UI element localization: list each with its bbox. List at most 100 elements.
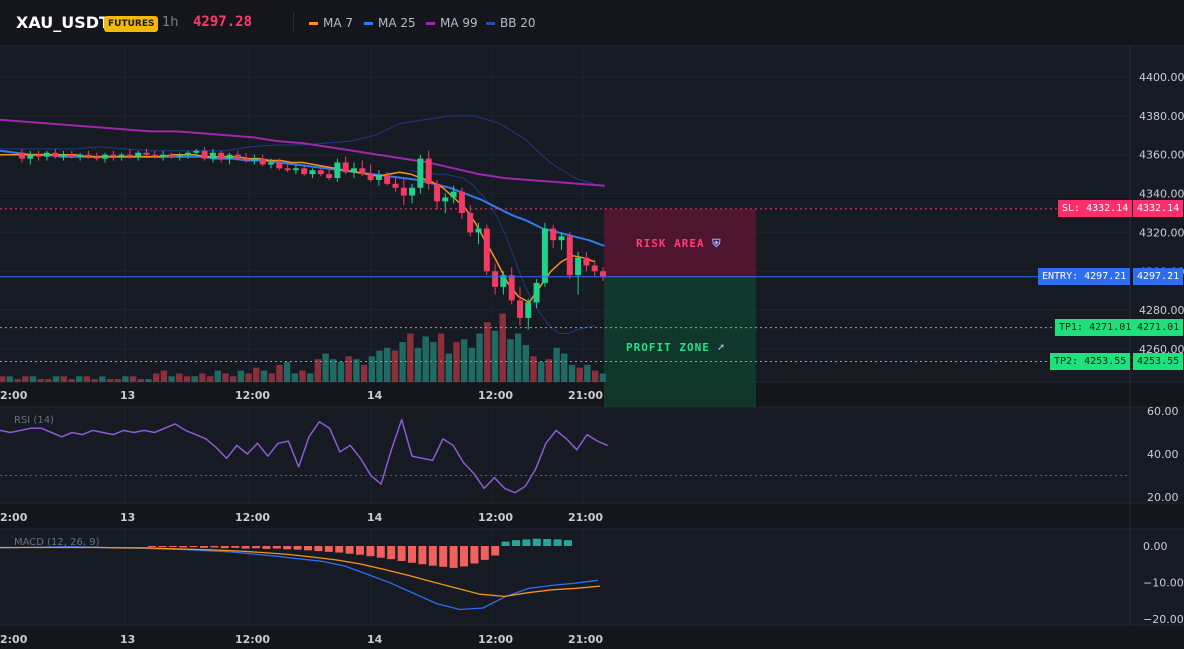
- candle-body: [591, 265, 598, 272]
- macd-histogram-bar: [501, 541, 510, 546]
- macd-histogram-bar: [522, 539, 531, 546]
- candle-body: [268, 162, 274, 165]
- tp1-tag: TP1: 4271.01: [1055, 319, 1136, 336]
- candle-body: [517, 300, 523, 318]
- volume-bar: [484, 322, 491, 382]
- bb-lower-line: [409, 169, 595, 334]
- bb-upper-line: [0, 115, 601, 187]
- candle-body: [176, 154, 183, 157]
- trade-zones: [604, 208, 756, 407]
- legend-ma7[interactable]: MA 7: [309, 16, 353, 30]
- rsi-tick-label: 20.00: [1147, 491, 1179, 504]
- candle-body: [467, 213, 474, 233]
- rsi-pane-bg: [0, 407, 1184, 503]
- rsi-line: [0, 418, 608, 494]
- volume-bar: [399, 342, 406, 382]
- volume-bar: [206, 376, 214, 382]
- legend-ma99[interactable]: MA 99: [426, 16, 478, 30]
- volume-bar: [584, 364, 591, 382]
- volume-bar: [153, 373, 160, 382]
- candle-body: [35, 154, 42, 157]
- header-divider: [293, 12, 294, 32]
- legend-bb20[interactable]: BB 20: [486, 16, 536, 30]
- candle-body: [43, 152, 50, 157]
- volume-bar: [307, 373, 314, 382]
- volume-bar: [129, 376, 137, 382]
- volume-bar: [99, 376, 106, 382]
- macd-histogram-bar: [210, 546, 219, 548]
- ma7-swatch-icon: [309, 21, 318, 25]
- legend-ma25[interactable]: MA 25: [364, 16, 416, 30]
- candle-body: [218, 152, 225, 159]
- volume-bars: [0, 313, 606, 382]
- volume-bar: [283, 362, 291, 382]
- macd-tick-label: −10.00: [1143, 577, 1184, 590]
- candle-body: [392, 183, 399, 188]
- volume-bar: [37, 379, 44, 382]
- candle-body: [600, 271, 606, 278]
- volume-bar: [314, 359, 322, 382]
- macd-histogram-bar: [324, 546, 333, 552]
- volume-bar: [591, 370, 599, 382]
- candle-body: [77, 154, 84, 157]
- macd-histogram-bar: [304, 546, 312, 551]
- macd-histogram-bar: [460, 546, 468, 567]
- candle-body: [135, 152, 142, 157]
- tp1-axis-value: 4271.01: [1137, 322, 1180, 333]
- time-tick-label: 14: [367, 389, 383, 402]
- candle-body: [583, 257, 590, 266]
- shield-icon: ⛨: [712, 237, 722, 250]
- volume-bar: [122, 376, 129, 382]
- candle-body: [375, 176, 382, 180]
- macd-histogram-bar: [366, 546, 375, 557]
- last-price: 4297.28: [193, 14, 253, 30]
- macd-histogram-bar: [543, 539, 552, 546]
- candle-body: [483, 228, 490, 272]
- tp1-axis-tag: 4271.01: [1133, 319, 1184, 336]
- macd-histogram-bar: [532, 538, 541, 546]
- symbol-title[interactable]: XAU_USDT: [16, 13, 110, 32]
- macd-histogram-bar: [491, 546, 500, 556]
- macd-histogram-bar: [262, 546, 271, 549]
- candle-body: [19, 152, 25, 159]
- price-tick-label: 4340.00: [1139, 188, 1184, 201]
- time-tick-label: 13: [120, 633, 135, 646]
- time-tick-label: 2:00: [0, 389, 28, 402]
- volume-bar: [391, 350, 399, 382]
- candle-body: [251, 158, 258, 161]
- macd-signal-line: [0, 546, 601, 598]
- time-tick-label: 14: [367, 511, 383, 524]
- timeframe-selector[interactable]: 1h: [162, 15, 179, 30]
- volume-bar: [45, 379, 52, 382]
- macd-histogram-bar: [356, 546, 364, 555]
- candle-body: [334, 162, 341, 179]
- volume-bar: [29, 376, 37, 382]
- macd-histogram-bar: [408, 546, 416, 563]
- macd-histogram-bar: [345, 546, 354, 554]
- volume-bar: [360, 364, 368, 382]
- bb20-swatch-icon: [486, 21, 495, 25]
- time-tick-label: 13: [120, 511, 135, 524]
- volume-bar: [145, 379, 152, 382]
- volume-bar: [253, 367, 260, 382]
- candle-body: [351, 168, 357, 173]
- price-tick-label: 4320.00: [1139, 226, 1184, 239]
- candle-body: [575, 257, 582, 276]
- candle-body: [342, 162, 349, 173]
- main-pane-bg: [0, 46, 1184, 382]
- tp2-tag: TP2: 4253.55: [1050, 353, 1131, 370]
- volume-bar: [106, 379, 114, 382]
- volume-bar: [230, 376, 237, 382]
- macd-histogram-bar: [148, 546, 156, 547]
- candle-body: [558, 236, 565, 241]
- candle-body: [201, 150, 208, 159]
- risk-area-text: RISK AREA: [636, 237, 705, 250]
- volume-bar: [553, 347, 560, 382]
- candle-body: [292, 168, 299, 171]
- volume-bar: [191, 376, 198, 382]
- candle-body: [500, 275, 507, 287]
- macd-histogram-bar: [470, 546, 479, 564]
- volume-bar: [538, 362, 545, 382]
- macd-pane-bg: [0, 529, 1184, 625]
